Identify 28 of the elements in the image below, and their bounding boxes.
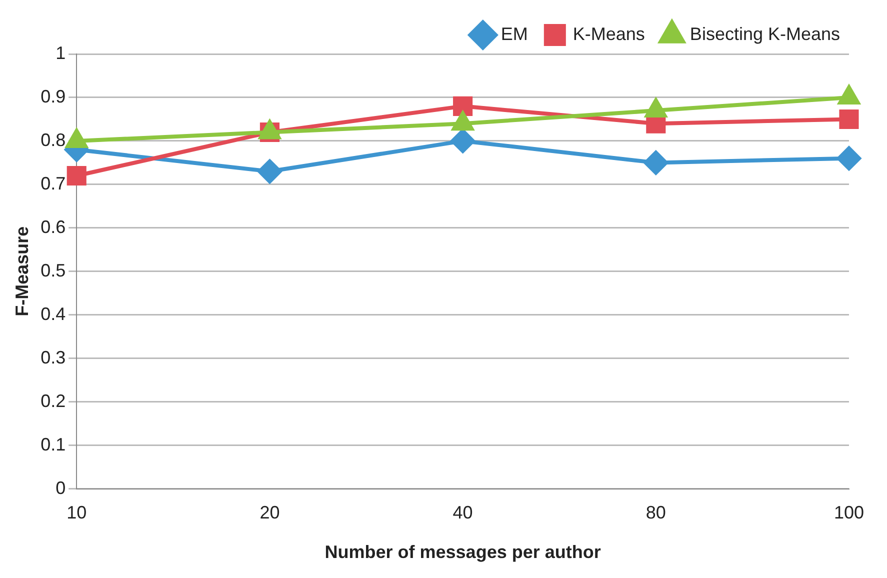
y-tick-label: 0 (56, 478, 66, 498)
legend-label: Bisecting K-Means (690, 24, 840, 44)
y-tick-label: 0.1 (40, 434, 66, 454)
x-tick-label: 100 (834, 502, 864, 523)
x-tick-label: 80 (646, 502, 666, 523)
y-tick-label: 0.6 (40, 216, 66, 237)
legend-label: K-Means (572, 24, 645, 44)
y-tick-label: 0.4 (40, 304, 66, 324)
point (839, 109, 859, 129)
point (836, 146, 861, 170)
point (450, 128, 475, 153)
y-tick-label: 0.3 (40, 347, 66, 368)
y-axis-title: F-Measure (12, 226, 32, 316)
y-tick-label: 0.5 (40, 260, 66, 280)
y-tick-label: 0.2 (40, 390, 66, 411)
y-tick-label: 0.7 (40, 173, 66, 194)
point (453, 96, 473, 116)
x-tick-label: 40 (452, 502, 473, 523)
x-axis-title: Number of messages per author (324, 542, 601, 562)
x-tick-label: 10 (66, 502, 87, 523)
point (258, 159, 282, 184)
point (66, 166, 86, 186)
y-tick-label: 0.8 (40, 130, 66, 150)
legend-label: EM (500, 24, 528, 44)
point (644, 150, 668, 175)
x-tick-label: 20 (260, 502, 280, 523)
y-tick-label: 0.9 (40, 86, 66, 106)
y-tick-label: 1 (56, 42, 66, 63)
